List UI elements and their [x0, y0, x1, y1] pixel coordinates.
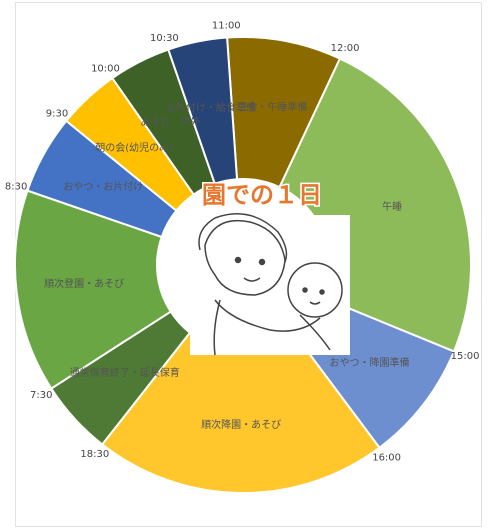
segment-label: 通常保育終了・延長保育: [70, 366, 180, 379]
chart-title: 園での１日: [202, 181, 322, 209]
time-label: 16:00: [372, 452, 401, 463]
time-label: 11:00: [212, 21, 241, 32]
time-label: 18:30: [80, 449, 109, 460]
time-label: 8:30: [5, 182, 27, 193]
time-label: 10:00: [91, 63, 120, 74]
segment-label: 順次降園・あそび: [201, 418, 281, 431]
time-label: 15:00: [451, 351, 480, 362]
time-label: 9:30: [46, 108, 68, 119]
illustration: [190, 214, 350, 355]
segment-label: おやつ・お片付け: [63, 180, 143, 193]
time-label: 7:30: [30, 390, 52, 401]
segment-label: おやつ・降園準備: [329, 356, 409, 369]
segment-label: 朝の会(幼児のみ): [95, 141, 173, 154]
segment-label: あそび 戸外: [140, 116, 200, 128]
segment-label: 午睡: [382, 200, 402, 213]
segment-label: お片付け・給食準備: [166, 101, 256, 114]
time-label: 10:30: [150, 33, 179, 44]
segment-label: 順次登園・あそび: [44, 277, 124, 290]
time-label: 12:00: [331, 43, 360, 54]
chart: 園での１日 昼食・午睡準備11:00午睡12:00おやつ・降園準備15:00順次…: [0, 0, 492, 529]
